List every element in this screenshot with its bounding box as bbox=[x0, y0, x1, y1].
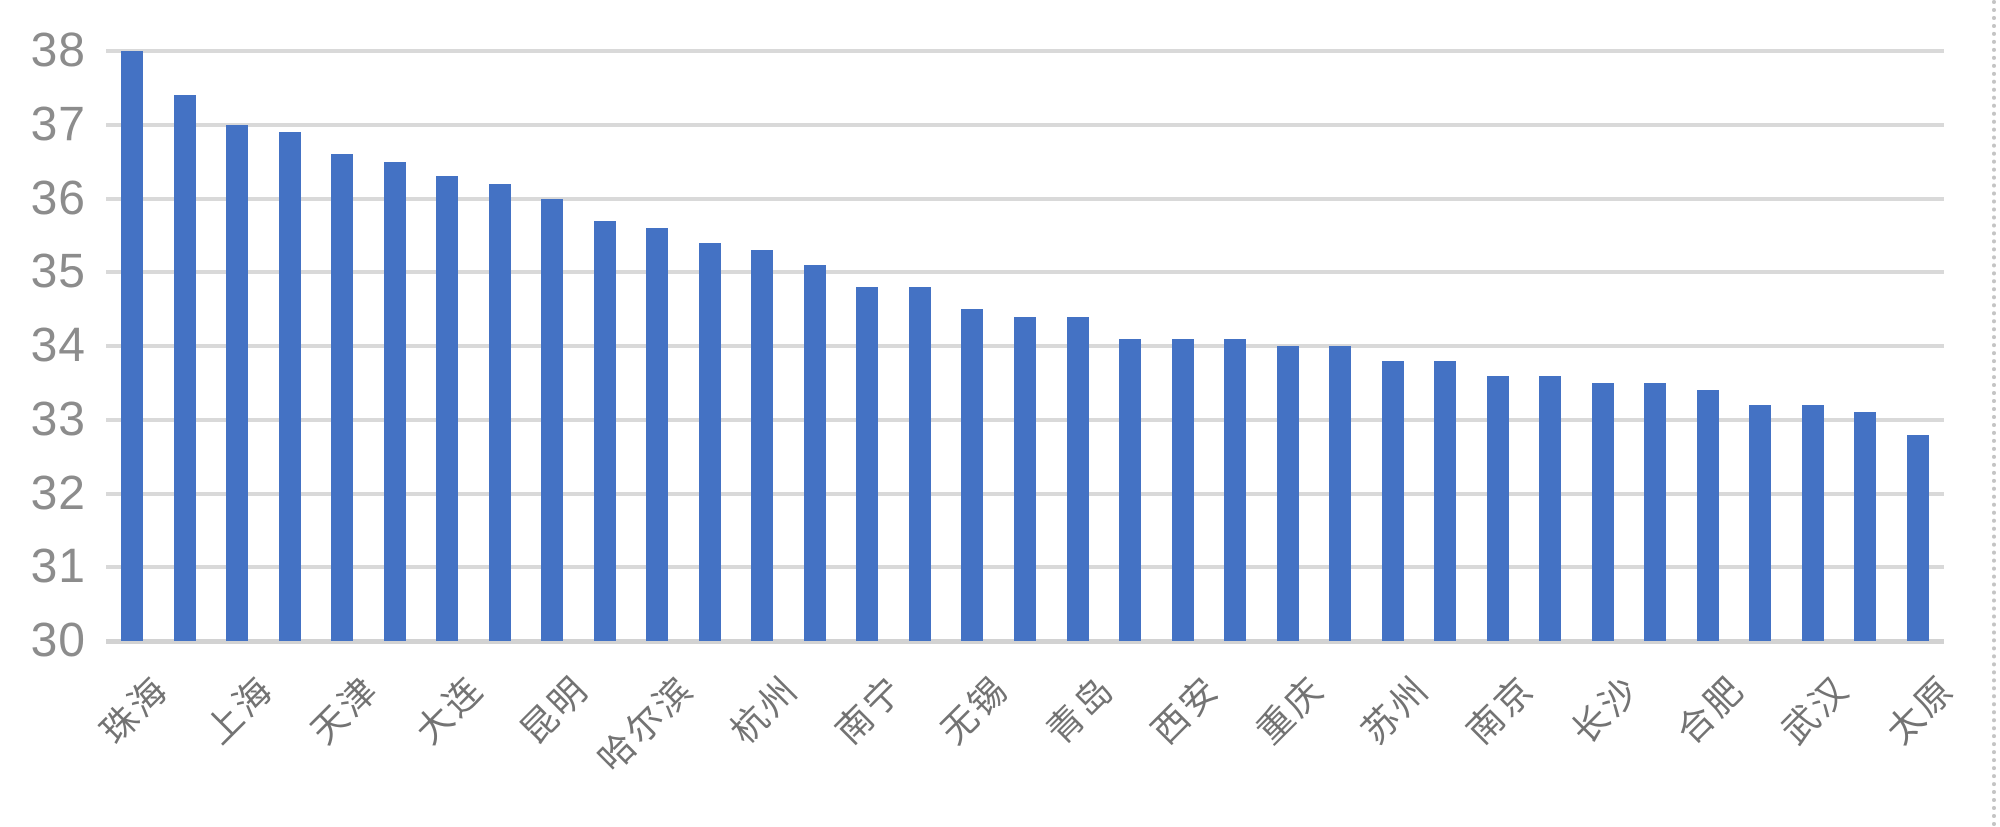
bar bbox=[1276, 346, 1299, 641]
bar bbox=[1854, 412, 1877, 641]
bar bbox=[803, 264, 826, 641]
bar bbox=[541, 198, 564, 641]
bar bbox=[1066, 316, 1089, 641]
y-axis-tick-label: 37 bbox=[30, 97, 86, 151]
bar bbox=[1171, 338, 1194, 641]
bar bbox=[278, 132, 301, 641]
bar bbox=[646, 228, 669, 641]
x-axis-category-label: 青岛 bbox=[1037, 667, 1123, 752]
y-axis-tick-label: 36 bbox=[30, 171, 86, 225]
gridline bbox=[106, 122, 1944, 127]
x-axis-category-label: 杭州 bbox=[722, 667, 808, 752]
x-axis-category-label: 珠海 bbox=[92, 667, 177, 752]
bar bbox=[1014, 316, 1036, 641]
bar bbox=[1329, 346, 1352, 641]
bar bbox=[1486, 375, 1509, 641]
gridline bbox=[106, 270, 1944, 275]
x-axis-category-label: 天津 bbox=[302, 667, 387, 752]
bar bbox=[856, 287, 879, 641]
bar bbox=[383, 161, 406, 641]
x-axis-category-label: 长沙 bbox=[1563, 667, 1648, 752]
x-axis-category-label: 苏州 bbox=[1353, 667, 1438, 752]
y-axis-tick-label: 35 bbox=[30, 245, 86, 299]
y-axis-tick-label: 30 bbox=[30, 614, 86, 667]
bar bbox=[331, 154, 354, 641]
x-axis-line bbox=[106, 639, 1944, 644]
bar bbox=[961, 309, 984, 641]
y-axis-tick-label: 38 bbox=[30, 24, 86, 77]
bar bbox=[1539, 375, 1562, 641]
gridline bbox=[106, 49, 1944, 53]
bar bbox=[908, 287, 931, 641]
x-axis-category-label: 哈尔滨 bbox=[590, 667, 703, 780]
bar bbox=[1644, 382, 1667, 641]
bar bbox=[1119, 338, 1142, 641]
y-axis-tick-label: 34 bbox=[30, 319, 86, 372]
x-axis-category-label: 无锡 bbox=[932, 667, 1018, 752]
bar bbox=[436, 176, 459, 641]
bar bbox=[698, 242, 721, 641]
x-axis-category-label: 南京 bbox=[1458, 667, 1543, 752]
bar bbox=[751, 250, 774, 641]
x-axis-category-label: 南宁 bbox=[827, 667, 913, 752]
bar bbox=[1801, 405, 1824, 641]
x-axis-category-label: 西安 bbox=[1143, 667, 1228, 752]
bar bbox=[1906, 434, 1929, 641]
bar bbox=[226, 124, 249, 641]
x-axis-category-label: 合肥 bbox=[1668, 667, 1753, 752]
x-axis-category-label: 太原 bbox=[1878, 667, 1963, 752]
x-axis-category-label: 重庆 bbox=[1248, 667, 1333, 752]
bar bbox=[1591, 382, 1614, 641]
bar bbox=[1381, 360, 1404, 641]
y-axis-tick-label: 32 bbox=[30, 466, 86, 520]
bar bbox=[593, 220, 616, 641]
y-axis-tick-label: 31 bbox=[30, 540, 86, 594]
bar bbox=[173, 95, 196, 641]
bar bbox=[488, 183, 511, 641]
bar bbox=[121, 51, 144, 641]
page-break-dotted-line bbox=[1992, 0, 1996, 827]
bar bbox=[1749, 405, 1772, 641]
gridline bbox=[106, 196, 1944, 201]
x-axis-category-label: 大连 bbox=[407, 667, 492, 752]
bar bbox=[1224, 338, 1247, 641]
y-axis-tick-label: 33 bbox=[30, 392, 86, 446]
x-axis-category-label: 上海 bbox=[197, 667, 282, 752]
bar bbox=[1696, 390, 1719, 641]
bar bbox=[1434, 360, 1457, 641]
x-axis-category-label: 武汉 bbox=[1773, 667, 1858, 752]
x-axis-category-label: 昆明 bbox=[512, 667, 598, 752]
